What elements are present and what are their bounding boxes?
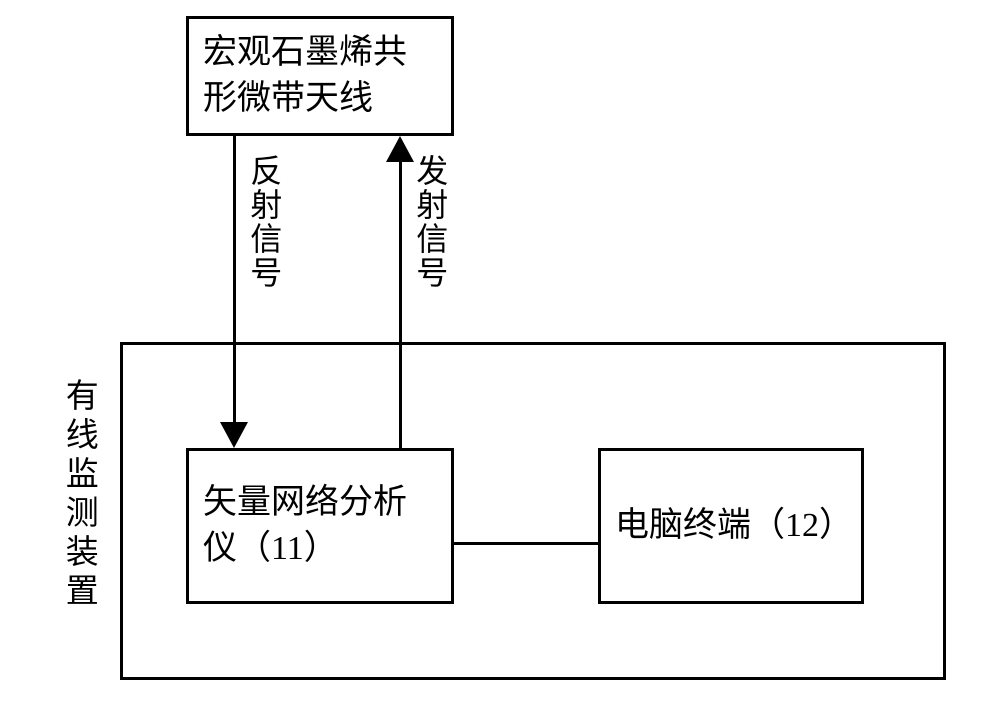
diagram-canvas: 宏观石墨烯共形微带天线 有线监测装置 矢量网络分析仪（11） 电脑终端（12） … xyxy=(0,0,1000,718)
arrow-reflect-label: 反射信号 xyxy=(246,154,281,290)
node-analyzer-label: 矢量网络分析仪（11） xyxy=(189,472,451,580)
arrow-transmit-label: 发射信号 xyxy=(412,154,447,290)
container-label: 有线监测装置 xyxy=(60,378,96,612)
arrow-transmit-head xyxy=(386,136,414,162)
node-analyzer: 矢量网络分析仪（11） xyxy=(186,448,454,604)
arrow-transmit-line xyxy=(399,162,402,448)
arrow-reflect-line xyxy=(233,136,236,422)
node-antenna-label: 宏观石墨烯共形微带天线 xyxy=(189,22,451,130)
arrow-reflect-head xyxy=(220,422,248,448)
node-antenna: 宏观石墨烯共形微带天线 xyxy=(186,16,454,136)
connector-analyzer-terminal xyxy=(454,542,598,545)
node-terminal: 电脑终端（12） xyxy=(598,448,864,604)
node-terminal-label: 电脑终端（12） xyxy=(601,495,861,557)
